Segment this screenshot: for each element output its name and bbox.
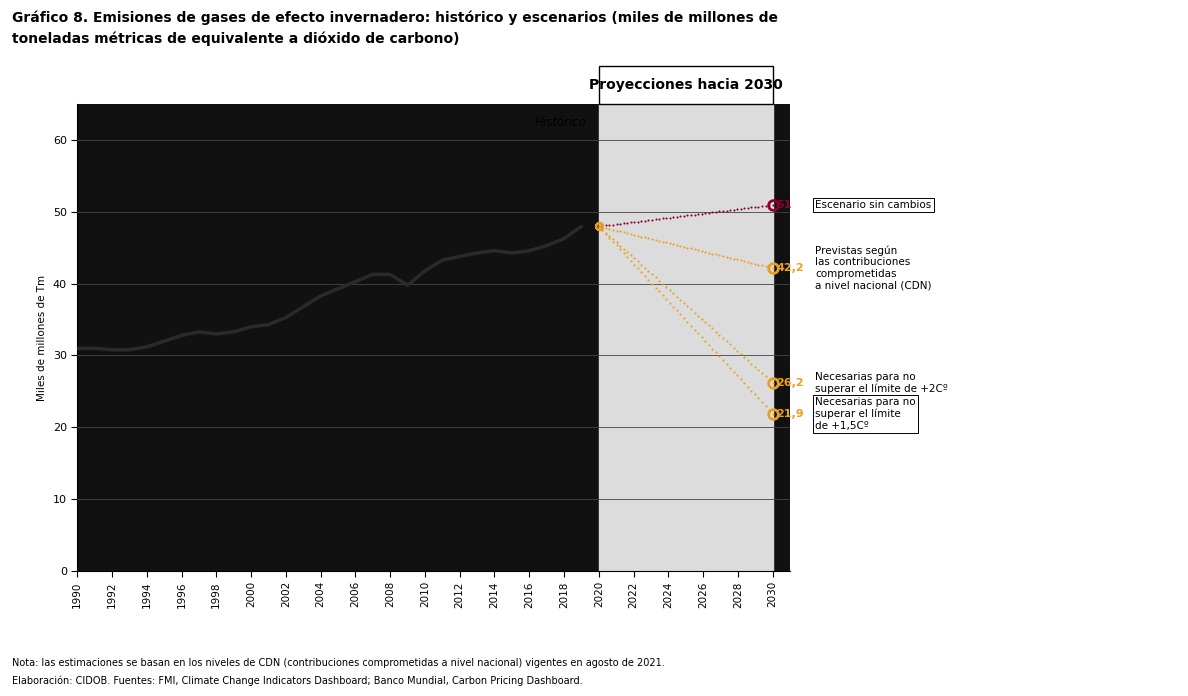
Text: 42,2: 42,2 xyxy=(776,263,804,273)
Text: 26,2: 26,2 xyxy=(776,378,804,388)
Text: Previstas según
las contribuciones
comprometidas
a nivel nacional (CDN): Previstas según las contribuciones compr… xyxy=(815,245,931,291)
Text: Necesarias para no
superar el límite
de +1,5Cº: Necesarias para no superar el límite de … xyxy=(815,397,916,431)
Text: Nota: las estimaciones se basan en los niveles de CDN (contribuciones comprometi: Nota: las estimaciones se basan en los n… xyxy=(12,658,664,667)
Bar xyxy=(599,104,772,571)
Text: toneladas métricas de equivalente a dióxido de carbono): toneladas métricas de equivalente a dióx… xyxy=(12,31,460,46)
Text: 21,9: 21,9 xyxy=(776,409,804,418)
Text: Escenario sin cambios: Escenario sin cambios xyxy=(815,200,931,209)
Y-axis label: Miles de millones de Tm: Miles de millones de Tm xyxy=(37,274,48,401)
Text: Proyecciones hacia 2030: Proyecciones hacia 2030 xyxy=(589,78,783,93)
Text: Histórico: Histórico xyxy=(535,116,587,129)
Text: Gráfico 8. Emisiones de gases de efecto invernadero: histórico y escenarios (mil: Gráfico 8. Emisiones de gases de efecto … xyxy=(12,10,778,25)
Text: 51: 51 xyxy=(776,200,791,209)
Text: Necesarias para no
superar el límite de +2Cº: Necesarias para no superar el límite de … xyxy=(815,372,948,394)
Text: Elaboración: CIDOB. Fuentes: FMI, Climate Change Indicators Dashboard; Banco Mun: Elaboración: CIDOB. Fuentes: FMI, Climat… xyxy=(12,675,582,686)
